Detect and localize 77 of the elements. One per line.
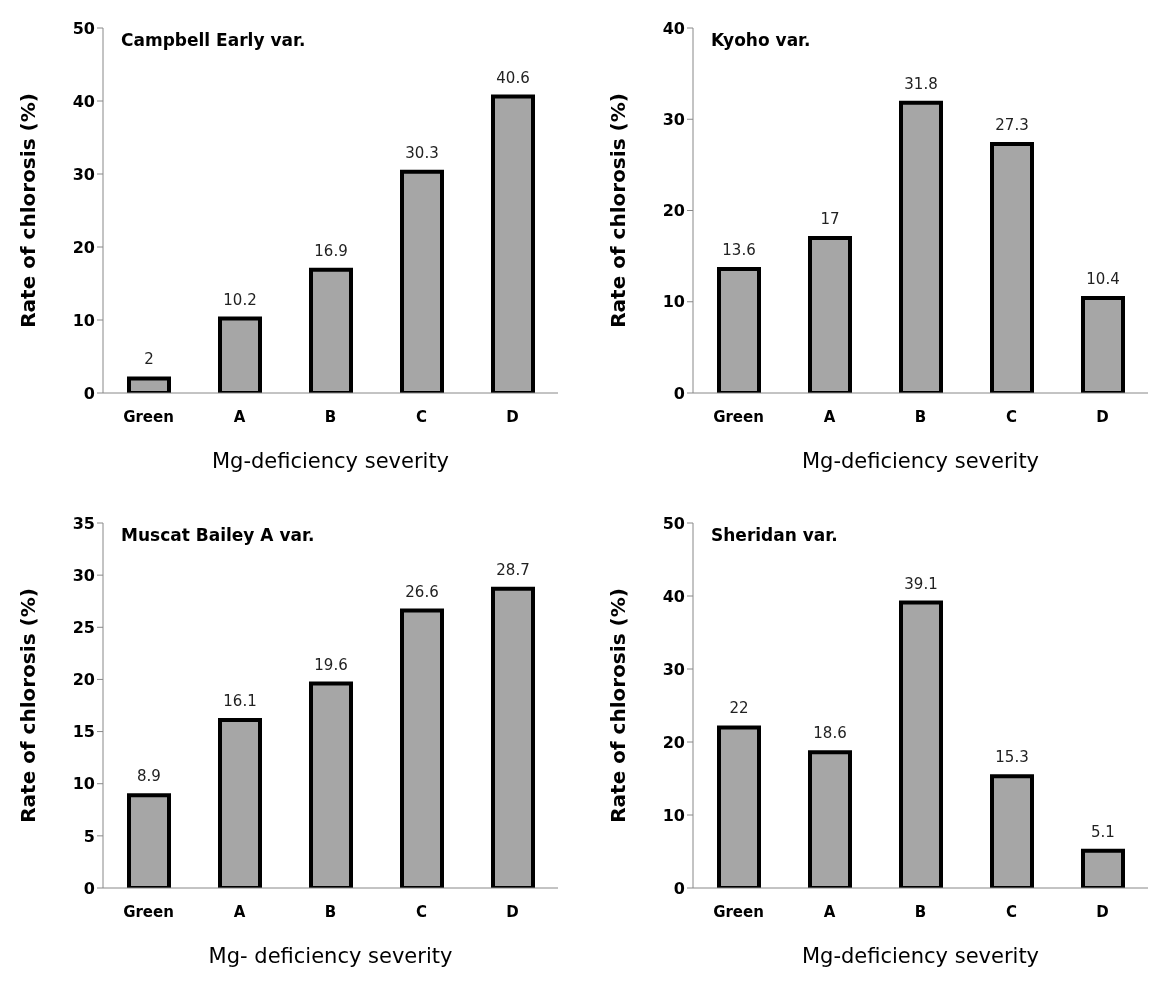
- data-label: 28.7: [496, 560, 530, 579]
- y-tick-label: 0: [673, 383, 685, 403]
- x-tick-label: A: [233, 902, 246, 921]
- data-label: 15.3: [995, 748, 1029, 767]
- chart-title: Muscat Bailey A var.: [121, 525, 315, 545]
- y-tick-label: 20: [72, 670, 95, 690]
- y-tick-label: 40: [72, 91, 95, 111]
- x-axis-title: Mg-deficiency severity: [801, 449, 1040, 473]
- y-tick-label: 0: [83, 383, 95, 403]
- x-axis-title: Mg-deficiency severity: [801, 944, 1040, 968]
- y-tick-label: 20: [662, 201, 685, 221]
- data-label: 27.3: [995, 115, 1029, 134]
- y-tick-label: 30: [72, 565, 95, 585]
- x-tick-label: C: [415, 407, 428, 426]
- y-axis-title: Rate of chlorosis (%): [606, 588, 631, 823]
- y-tick-label: 50: [662, 513, 685, 533]
- data-label: 40.6: [496, 68, 530, 87]
- x-tick-label: A: [823, 407, 836, 426]
- chart-title: Campbell Early var.: [121, 30, 306, 50]
- y-tick-label: 15: [72, 722, 95, 742]
- x-tick-label: Green: [713, 902, 764, 921]
- data-label: 8.9: [137, 767, 161, 786]
- x-tick-label: C: [1005, 902, 1018, 921]
- x-tick-label: C: [415, 902, 428, 921]
- x-tick-label: B: [914, 902, 927, 921]
- y-tick-label: 10: [662, 292, 685, 312]
- data-label: 16.1: [223, 692, 257, 711]
- chart-title: Sheridan var.: [711, 525, 838, 545]
- x-tick-label: D: [1096, 902, 1109, 921]
- y-tick-label: 0: [83, 878, 95, 898]
- data-label: 17: [820, 209, 840, 228]
- chart-title: Kyoho var.: [711, 30, 811, 50]
- y-tick-label: 20: [662, 732, 685, 752]
- x-tick-label: Green: [123, 902, 174, 921]
- x-tick-label: A: [823, 902, 836, 921]
- x-tick-label: B: [324, 902, 337, 921]
- data-label: 2: [144, 350, 154, 369]
- x-axis-title: Mg-deficiency severity: [211, 449, 450, 473]
- y-tick-label: 5: [83, 826, 95, 846]
- x-tick-label: D: [1096, 407, 1109, 426]
- x-tick-label: B: [324, 407, 337, 426]
- y-tick-label: 30: [72, 164, 95, 184]
- y-tick-label: 0: [673, 878, 685, 898]
- data-label: 19.6: [314, 655, 348, 674]
- data-label: 22: [729, 699, 749, 718]
- x-tick-label: A: [233, 407, 246, 426]
- y-tick-label: 10: [72, 310, 95, 330]
- x-tick-label: Green: [123, 407, 174, 426]
- y-tick-label: 35: [72, 513, 95, 533]
- data-label: 5.1: [1091, 822, 1115, 841]
- y-axis-title: Rate of chlorosis (%): [16, 588, 41, 823]
- y-tick-label: 20: [72, 237, 95, 257]
- x-tick-label: C: [1005, 407, 1018, 426]
- y-tick-label: 40: [662, 586, 685, 606]
- x-tick-label: D: [506, 407, 519, 426]
- x-tick-label: B: [914, 407, 927, 426]
- y-tick-label: 40: [662, 18, 685, 38]
- y-tick-label: 10: [662, 805, 685, 825]
- data-label: 16.9: [314, 241, 348, 260]
- data-label: 10.4: [1086, 270, 1120, 289]
- data-label: 39.1: [904, 574, 938, 593]
- y-tick-label: 50: [72, 18, 95, 38]
- x-axis-title: Mg- deficiency severity: [208, 944, 453, 968]
- data-label: 31.8: [904, 74, 938, 93]
- x-tick-label: Green: [713, 407, 764, 426]
- y-tick-label: 25: [72, 617, 95, 637]
- y-axis-title: Rate of chlorosis (%): [16, 93, 41, 328]
- data-label: 30.3: [405, 143, 439, 162]
- y-tick-label: 10: [72, 774, 95, 794]
- y-axis-title: Rate of chlorosis (%): [606, 93, 631, 328]
- data-label: 13.6: [722, 240, 756, 259]
- x-tick-label: D: [506, 902, 519, 921]
- data-label: 26.6: [405, 582, 439, 601]
- y-tick-label: 30: [662, 659, 685, 679]
- data-label: 18.6: [813, 724, 847, 743]
- y-tick-label: 30: [662, 109, 685, 129]
- data-label: 10.2: [223, 290, 257, 309]
